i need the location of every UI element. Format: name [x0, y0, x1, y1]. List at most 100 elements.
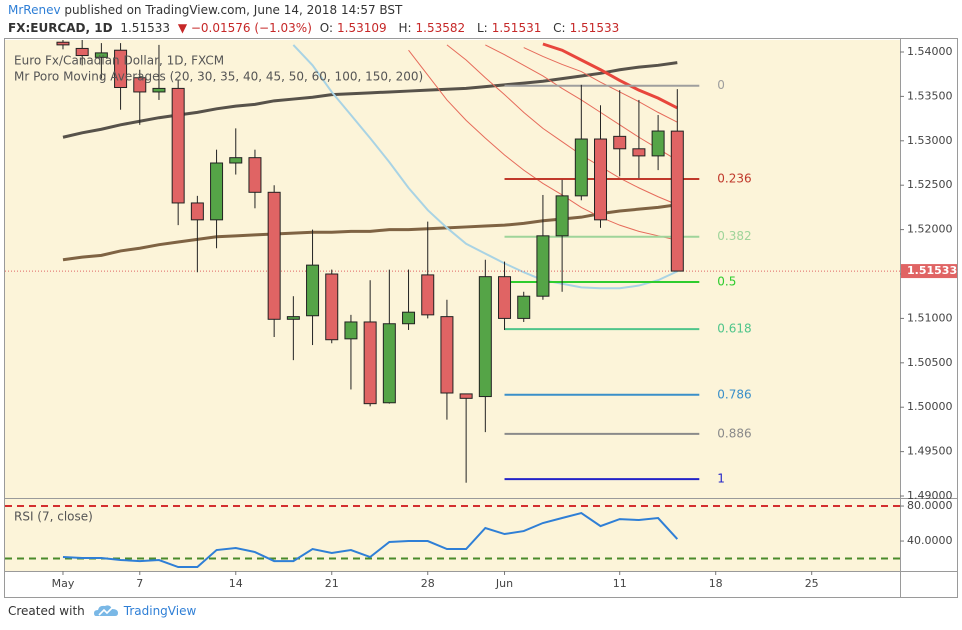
last-price-label: 1.51533	[907, 264, 957, 277]
publish-line: MrRenev published on TradingView.com, Ju…	[8, 3, 402, 17]
candle-body	[248, 157, 262, 193]
candle-body	[498, 276, 512, 319]
x-tick-label: May	[52, 577, 75, 590]
y-tick-label: 1.49000	[907, 489, 953, 502]
candle-body	[114, 49, 128, 89]
x-tick-label: Jun	[495, 577, 513, 590]
ohlc-label: H:	[398, 21, 412, 35]
symbol-line: FX:EURCAD, 1D 1.51533 ▼ −0.01576 (−1.03%…	[8, 21, 627, 35]
candle-body	[267, 191, 281, 320]
fib-label: 0.5	[717, 274, 736, 288]
x-tick-label: 25	[805, 577, 819, 590]
candle-body	[594, 138, 608, 221]
x-tick-label: 21	[325, 577, 339, 590]
fib-label: 0	[717, 78, 725, 92]
candle-body	[402, 311, 416, 325]
candle-body	[94, 52, 108, 58]
logo	[93, 605, 118, 616]
moving-average	[62, 203, 678, 262]
candle-body	[75, 47, 89, 57]
moving-average	[446, 44, 678, 206]
ohlc-label: C:	[553, 21, 566, 35]
rsi-title: RSI (7, close)	[14, 510, 93, 524]
y-tick-label: 1.49500	[907, 445, 953, 458]
frame	[4, 38, 958, 598]
chart-title: Euro Fx/Canadian Dollar, 1D, FXCM	[14, 54, 224, 68]
y-tick-label: 1.53500	[907, 89, 953, 102]
candle-body	[306, 264, 320, 317]
y-tick-label: 1.51000	[907, 311, 953, 324]
candle-body	[152, 87, 166, 93]
footer-brand[interactable]: TradingView	[123, 604, 197, 618]
candle-body	[613, 135, 627, 150]
candle-body	[363, 321, 377, 405]
ohlc: O: 1.53109	[320, 21, 391, 35]
last-price-box	[901, 264, 957, 279]
candle-body	[574, 138, 588, 197]
footer: Created with TradingView	[8, 603, 196, 619]
candle-body	[190, 202, 204, 221]
ohlc-value: 1.51533	[569, 21, 620, 35]
candle-body	[440, 316, 454, 394]
moving-average	[62, 61, 678, 139]
y-tick-label: 1.53000	[907, 134, 953, 147]
candle-body	[344, 321, 358, 340]
published: published on TradingView.com, June 14, 2…	[64, 3, 403, 17]
rsi-line	[62, 511, 679, 569]
y-tick-label: 1.50500	[907, 356, 953, 369]
candle-body	[229, 157, 243, 164]
indicator-title: Mr Poro Moving Averages (20, 30, 35, 40,…	[14, 70, 423, 84]
candle-body	[133, 77, 147, 93]
candle-body	[56, 41, 70, 46]
fib-label: 0.236	[717, 171, 751, 185]
candle-body	[325, 273, 339, 341]
y-tick-label: 1.50000	[907, 400, 953, 413]
candle-body	[478, 276, 492, 398]
candle-body	[536, 235, 550, 297]
candle-body	[421, 274, 435, 316]
y-tick-label: 1.52500	[907, 178, 953, 191]
ohlc-label: L:	[476, 21, 488, 35]
moving-average	[408, 49, 678, 241]
fib-label: 0.618	[717, 322, 751, 336]
candle-body	[670, 130, 684, 272]
rsi-tick-label: 80.0000	[907, 499, 953, 512]
fib-label: 0.786	[717, 387, 751, 401]
x-tick-label: 7	[136, 577, 143, 590]
x-tick-label: 28	[421, 577, 435, 590]
candle-body	[632, 148, 646, 157]
fib-label: 0.382	[717, 229, 751, 243]
plot-background	[5, 40, 900, 571]
ohlc: H: 1.53582	[398, 21, 469, 35]
moving-average	[542, 42, 678, 110]
fib-label: 1	[717, 472, 725, 486]
x-tick-label: 14	[229, 577, 243, 590]
last: 1.51533	[120, 21, 170, 35]
ohlc: C: 1.51533	[553, 21, 623, 35]
y-tick-label: 1.54000	[907, 45, 953, 58]
fib-label: 0.886	[717, 426, 751, 440]
candle-body	[382, 323, 396, 404]
rsi-tick-label: 40.0000	[907, 534, 953, 547]
footer-text: Created with	[8, 604, 85, 618]
author[interactable]: MrRenev	[8, 3, 61, 17]
candle-body	[210, 162, 224, 221]
candle-body	[459, 393, 473, 399]
rsi-pane	[5, 505, 900, 569]
x-tick-label: 18	[709, 577, 723, 590]
y-tick-label: 1.52000	[907, 223, 953, 236]
ohlc-value: 1.53109	[337, 21, 387, 35]
candle-body	[517, 295, 531, 319]
change: ▼ −0.01576 (−1.03%)	[177, 21, 312, 35]
moving-average	[523, 47, 678, 123]
candle-body	[286, 316, 300, 320]
axes: 1.49000 1.49500 1.50000 1.50500 1.51000 1.515…	[52, 45, 958, 590]
price-pane: 0 0.236 0.382 0.5 0.618 0.786 0.886 1	[5, 40, 900, 486]
x-tick-label: 11	[613, 577, 627, 590]
candle-body	[171, 87, 185, 204]
ohlc-label: O:	[319, 21, 333, 35]
candle-body	[555, 195, 569, 237]
ohlc: L: 1.51531	[477, 21, 545, 35]
